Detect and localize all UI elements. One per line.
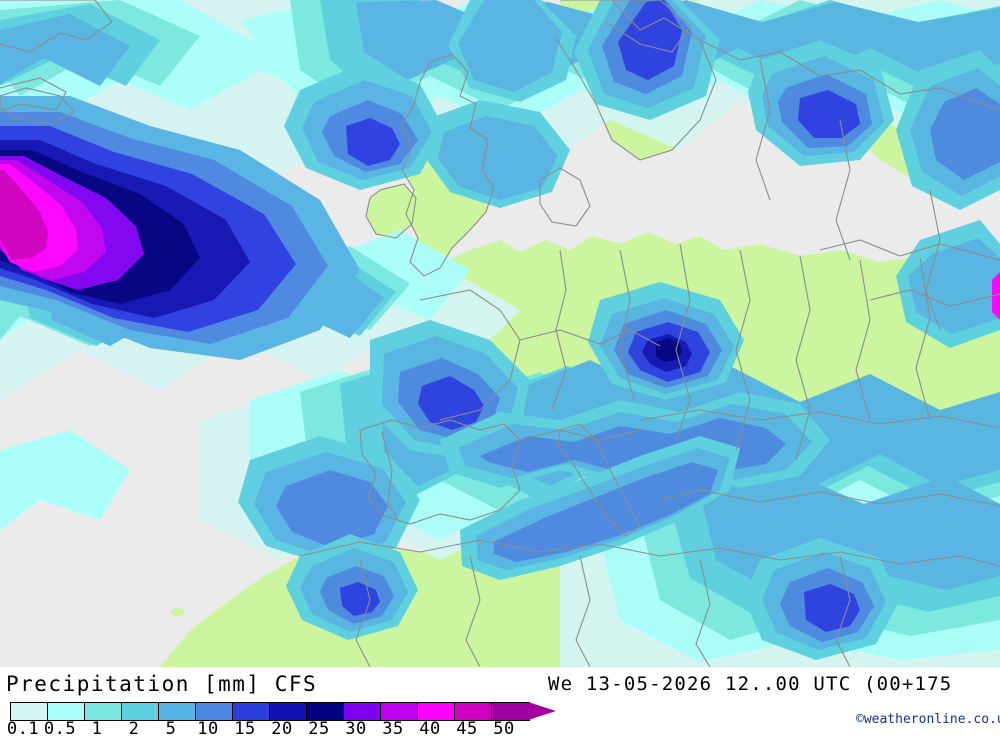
faroes-cell [424, 100, 570, 208]
legend-swatch-5[interactable] [159, 703, 196, 720]
legend-tick-labels: 0.1 0.5 1 2 5 10 15 20 25 30 35 40 45 50 [0, 719, 1000, 739]
legend-color-bar[interactable] [10, 702, 530, 721]
legend-tick-25: 25 [308, 719, 330, 739]
map-footer: Precipitation [mm] CFS We 13-05-2026 12.… [0, 667, 1000, 733]
model-run-timestamp: We 13-05-2026 12..00 UTC (00+175 [548, 673, 953, 695]
east-baltic-cell [896, 50, 1000, 210]
legend-tick-20: 20 [271, 719, 293, 739]
balkan-cells [744, 538, 900, 660]
legend-swatch-1[interactable] [85, 703, 122, 720]
legend-swatch-2[interactable] [122, 703, 159, 720]
legend-tick-0.1: 0.1 [6, 719, 40, 739]
atlantic-storm-band-45 [0, 170, 48, 260]
iberia-cells [238, 436, 420, 566]
legend-tick-2: 2 [128, 719, 140, 739]
legend-swatch-20[interactable] [270, 703, 307, 720]
legend-tick-45: 45 [456, 719, 478, 739]
legend-tick-0.5: 0.5 [43, 719, 77, 739]
chart-title: Precipitation [mm] CFS [6, 672, 318, 696]
legend-swatch-30[interactable] [344, 703, 381, 720]
legend-swatch-40[interactable] [418, 703, 455, 720]
legend-tick-1: 1 [91, 719, 103, 739]
east-edge-extreme-cell [992, 272, 1000, 320]
legend-tick-5: 5 [165, 719, 177, 739]
northeast-cell [748, 40, 894, 166]
legend-tick-15: 15 [234, 719, 256, 739]
precipitation-map[interactable] [0, 0, 1000, 667]
legend-swatch-15[interactable] [233, 703, 270, 720]
biscay-cell [286, 534, 418, 640]
copyright-credit: ©weatheronline.co.uk [856, 712, 1000, 727]
legend-swatch-0.5[interactable] [48, 703, 85, 720]
legend-tick-30: 30 [345, 719, 367, 739]
map-canvas [0, 0, 1000, 667]
north-sea-band [284, 64, 444, 190]
legend-swatch-10[interactable] [196, 703, 233, 720]
legend-swatch-0.1[interactable] [11, 703, 48, 720]
precipitation-legend[interactable]: 0.1 0.5 1 2 5 10 15 20 25 30 35 40 45 50 [0, 700, 1000, 739]
baltic-cells [574, 0, 720, 120]
precipitation-layer [0, 0, 1000, 667]
coastline-layer [0, 0, 1000, 667]
legend-swatch-35[interactable] [381, 703, 418, 720]
legend-swatch-50[interactable] [492, 703, 529, 720]
legend-overflow-arrow-icon [528, 702, 556, 720]
mediterranean-band [460, 436, 740, 580]
legend-tick-40: 40 [419, 719, 441, 739]
legend-tick-10: 10 [197, 719, 219, 739]
legend-swatch-45[interactable] [455, 703, 492, 720]
legend-swatch-25[interactable] [307, 703, 344, 720]
legend-tick-50: 50 [493, 719, 515, 739]
anatolia-cells [896, 220, 1000, 348]
legend-tick-35: 35 [382, 719, 404, 739]
norwegian-sea-cell [448, 0, 576, 102]
